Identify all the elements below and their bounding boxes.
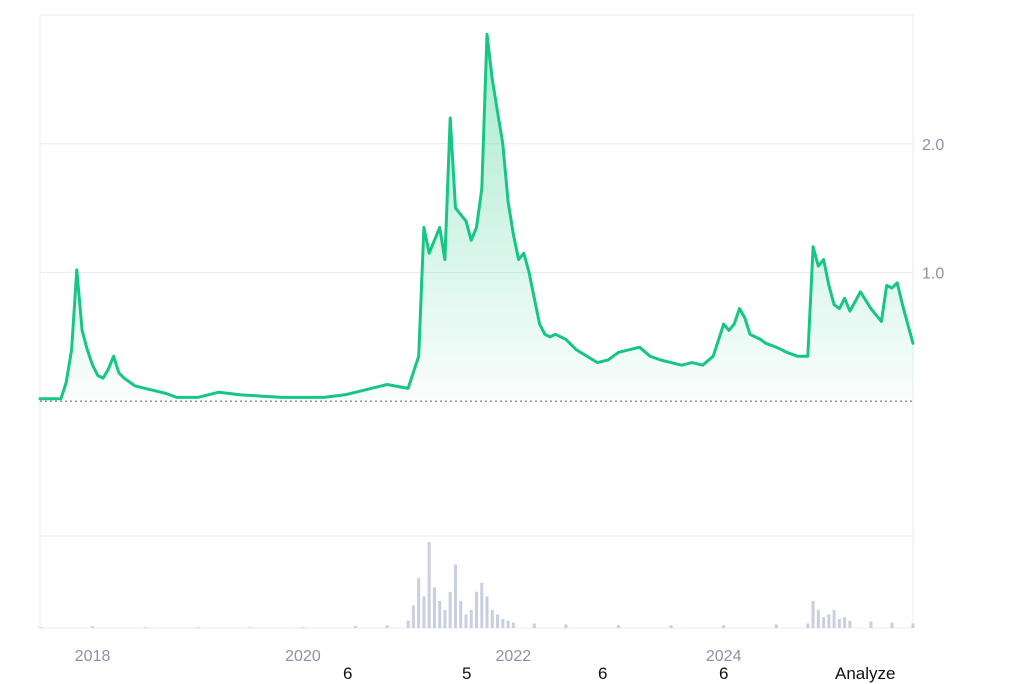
- volume-bar: [669, 625, 673, 628]
- volume-bar: [806, 623, 810, 628]
- volume-bar: [91, 626, 95, 628]
- volume-bar: [411, 605, 415, 628]
- volume-bar: [432, 587, 436, 628]
- series-line: [38, 32, 915, 401]
- x-axis-ticks: 2018 2020 2022 2024: [75, 648, 742, 665]
- volume-bar: [448, 591, 452, 628]
- series-group: [38, 32, 915, 402]
- bottom-value-2: 5: [462, 664, 472, 683]
- volume-bar: [438, 600, 442, 628]
- bottom-value-3: 6: [598, 664, 608, 683]
- volume-bar: [422, 596, 426, 628]
- x-tick-label: 2018: [75, 648, 111, 665]
- volume-bar: [511, 622, 515, 628]
- volume-bar: [248, 627, 252, 628]
- volume-bars: [38, 542, 915, 628]
- volume-bar: [417, 578, 421, 628]
- volume-bar: [196, 627, 200, 628]
- volume-bar: [816, 609, 820, 628]
- volume-bar: [354, 626, 358, 628]
- volume-bar: [774, 624, 778, 628]
- bottom-value-4: 6: [719, 664, 729, 683]
- volume-bar: [301, 627, 305, 628]
- volume-bar: [843, 617, 847, 628]
- analyze-button[interactable]: Analyze: [835, 664, 896, 683]
- volume-bar: [564, 624, 568, 628]
- volume-bar: [464, 614, 468, 628]
- volume-bar: [38, 627, 42, 628]
- volume-bar: [406, 620, 410, 628]
- volume-bar: [485, 596, 489, 628]
- volume-bar: [501, 618, 505, 628]
- x-tick-label: 2024: [706, 648, 742, 665]
- series-area-fill: [40, 34, 913, 402]
- x-tick-label: 2022: [496, 648, 532, 665]
- bottom-value-1: 6: [343, 664, 353, 683]
- volume-bar: [385, 625, 389, 628]
- volume-bar: [453, 564, 457, 628]
- volume-bar: [443, 609, 447, 628]
- volume-bar: [480, 582, 484, 628]
- volume-bar: [827, 614, 831, 628]
- volume-bar: [869, 621, 873, 628]
- volume-bar: [616, 625, 620, 628]
- volume-bar: [506, 620, 510, 628]
- volume-bar: [459, 600, 463, 628]
- volume-bar: [143, 627, 147, 628]
- volume-bar: [837, 618, 841, 628]
- volume-bar: [832, 609, 836, 628]
- volume-bar: [496, 614, 500, 628]
- volume-bar: [911, 623, 915, 628]
- x-tick-label: 2020: [285, 648, 321, 665]
- y-tick-label: 2.0: [922, 137, 944, 154]
- volume-bar: [822, 617, 826, 628]
- volume-bar: [890, 622, 894, 628]
- volume-bar: [469, 609, 473, 628]
- volume-bar: [848, 620, 852, 628]
- y-tick-label: 1.0: [922, 266, 944, 283]
- volume-bar: [811, 600, 815, 628]
- volume-bar: [427, 542, 431, 628]
- volume-bar: [532, 623, 536, 628]
- volume-bar: [490, 609, 494, 628]
- volume-bar: [722, 625, 726, 628]
- volume-bar: [475, 591, 478, 628]
- y-axis-ticks: 1.0 2.0: [922, 137, 944, 283]
